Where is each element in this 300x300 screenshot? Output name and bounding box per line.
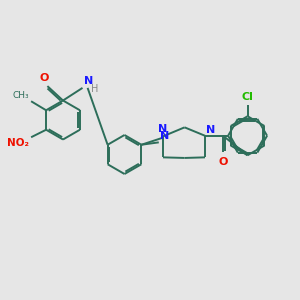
Text: O: O (39, 73, 49, 83)
Text: N: N (160, 131, 169, 141)
Text: CH₃: CH₃ (12, 91, 29, 100)
Text: Cl: Cl (242, 92, 254, 102)
Text: N: N (158, 124, 167, 134)
Text: O: O (218, 157, 228, 167)
Text: N: N (84, 76, 93, 86)
Text: NO₂: NO₂ (7, 138, 29, 148)
Text: N: N (206, 124, 215, 134)
Text: H: H (91, 84, 98, 94)
